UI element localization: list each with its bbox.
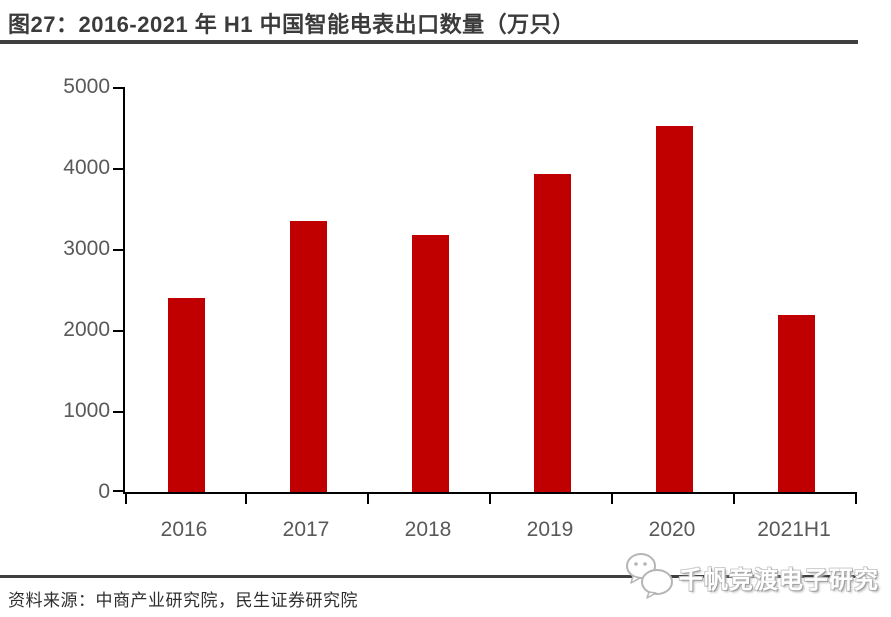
title-underline [0,40,858,44]
bar-slot-2017 [247,87,369,492]
x-tick-label-2018: 2018 [404,518,452,541]
x-tick-label-2019: 2019 [526,518,574,541]
x-tick-mark [855,494,857,504]
x-tick-mark [611,494,613,504]
x-tick-mark [733,494,735,504]
footer-rule [0,575,858,578]
x-tick-mark [245,494,247,504]
bar-series [125,87,857,492]
bar-slot-2021H1 [735,87,857,492]
y-tick-mark [113,330,123,332]
bar-2021H1 [777,315,815,492]
y-tick-mark [113,249,123,251]
x-tick-mark [367,494,369,504]
plot-area [113,87,857,504]
bar-2018 [411,235,449,492]
chat-bubbles-icon [623,551,677,604]
bar-slot-2020 [613,87,735,492]
bar-slot-2019 [491,87,613,492]
x-tick-label-2020: 2020 [648,518,696,541]
watermark: 千帆竞渡电子研究 [623,551,879,604]
y-tick-label: 2000 [63,318,110,341]
bar-slot-2018 [369,87,491,492]
y-tick-mark [113,411,123,413]
bar-2017 [289,221,327,492]
y-tick-label: 1000 [63,399,110,422]
y-tick-mark [113,490,123,492]
bar-2020 [655,126,693,492]
bar-2019 [533,174,571,492]
bar-2016 [167,298,205,492]
x-tick-label-2016: 2016 [160,518,208,541]
x-tick-mark [489,494,491,504]
y-tick-mark [113,87,123,89]
chart-title: 图27：2016-2021 年 H1 中国智能电表出口数量（万只） [8,12,575,37]
y-tick-label: 0 [98,480,110,503]
x-tick-mark [125,494,127,504]
watermark-label: 千帆竞渡电子研究 [679,567,879,594]
y-tick-label: 5000 [63,75,110,98]
bar-slot-2016 [125,87,247,492]
y-tick-label: 3000 [63,237,110,260]
x-tick-label-2021H1: 2021H1 [757,518,831,541]
y-tick-label: 4000 [63,156,110,179]
source-note: 资料来源：中商产业研究院，民生证券研究院 [8,591,358,610]
x-axis-labels: 2016 2017 2018 2019 2020 2021H1 [123,518,855,542]
y-tick-mark [113,168,123,170]
x-tick-label-2017: 2017 [282,518,330,541]
y-axis-labels: 0 1000 2000 3000 4000 5000 [0,75,110,503]
